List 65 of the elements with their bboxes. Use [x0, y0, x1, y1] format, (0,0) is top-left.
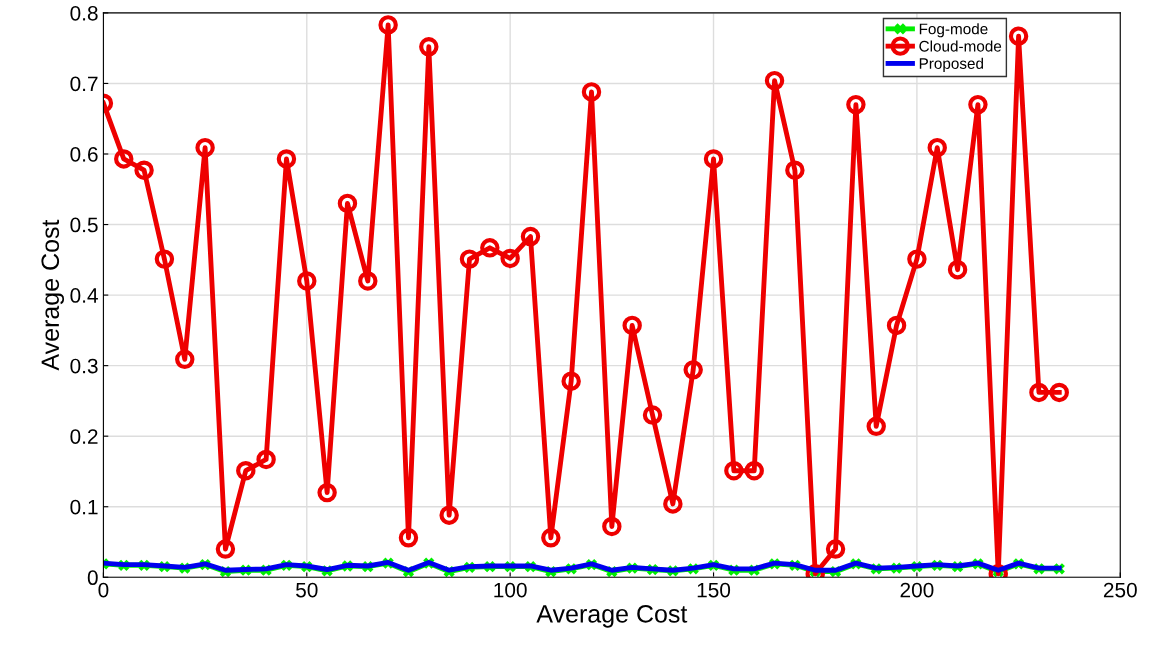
point: [1008, 26, 1029, 46]
y-axis-title: Average Cost: [41, 219, 65, 371]
point: [541, 528, 561, 548]
point: [378, 15, 398, 35]
point: [561, 371, 581, 391]
point: [256, 449, 276, 470]
point: [663, 494, 683, 514]
point: [907, 249, 927, 269]
x-tick-label: 250: [1103, 582, 1137, 598]
x-axis-title: Average Cost: [536, 604, 688, 628]
legend-label: Proposed: [919, 57, 983, 72]
point: [785, 160, 805, 180]
point: [459, 249, 480, 269]
x-tick-label: 100: [494, 582, 527, 598]
point: [236, 461, 256, 481]
point: [297, 271, 317, 291]
point: [642, 405, 663, 425]
point: [886, 315, 907, 336]
point: [337, 193, 358, 214]
point: [500, 248, 520, 269]
point: [683, 360, 703, 380]
point: [1049, 382, 1069, 403]
y-tick-label: 0.5: [70, 217, 98, 233]
legend-label: Fog-mode: [919, 23, 988, 38]
point: [480, 238, 500, 258]
point: [215, 539, 236, 559]
point: [724, 461, 744, 481]
legend-label: Cloud-mode: [919, 40, 1002, 52]
point: [419, 37, 439, 57]
point: [947, 259, 968, 280]
point: [764, 70, 785, 91]
y-tick-label: 0.8: [70, 5, 98, 21]
point: [703, 149, 724, 169]
point: [846, 94, 866, 115]
point: [276, 149, 297, 169]
x-tick-label: 50: [296, 582, 318, 598]
point: [154, 249, 175, 269]
point: [134, 160, 154, 180]
y-tick-label: 0.3: [70, 358, 98, 374]
point: [581, 82, 602, 102]
point: [1029, 382, 1049, 403]
point: [358, 271, 378, 291]
point: [968, 94, 988, 115]
point: [520, 226, 541, 247]
point: [317, 482, 337, 503]
point: [927, 137, 947, 158]
point: [398, 528, 419, 548]
y-tick-label: 0.7: [70, 76, 98, 92]
point: [602, 516, 622, 537]
y-tick-label: 0: [87, 570, 98, 586]
y-tick-label: 0.4: [70, 288, 98, 303]
x-tick-label: 200: [900, 582, 934, 598]
x-tick-label: 150: [697, 582, 731, 598]
point: [175, 349, 195, 370]
point: [744, 461, 764, 481]
point: [195, 137, 215, 158]
point: [114, 149, 134, 169]
point: [622, 315, 642, 336]
point: [866, 416, 886, 437]
point: [439, 505, 459, 525]
point: [825, 539, 846, 559]
y-tick-label: 0.1: [70, 499, 98, 515]
y-tick-label: 0.2: [70, 429, 98, 444]
x-tick-label: 0: [98, 582, 109, 598]
y-tick-label: 0.6: [70, 147, 98, 162]
